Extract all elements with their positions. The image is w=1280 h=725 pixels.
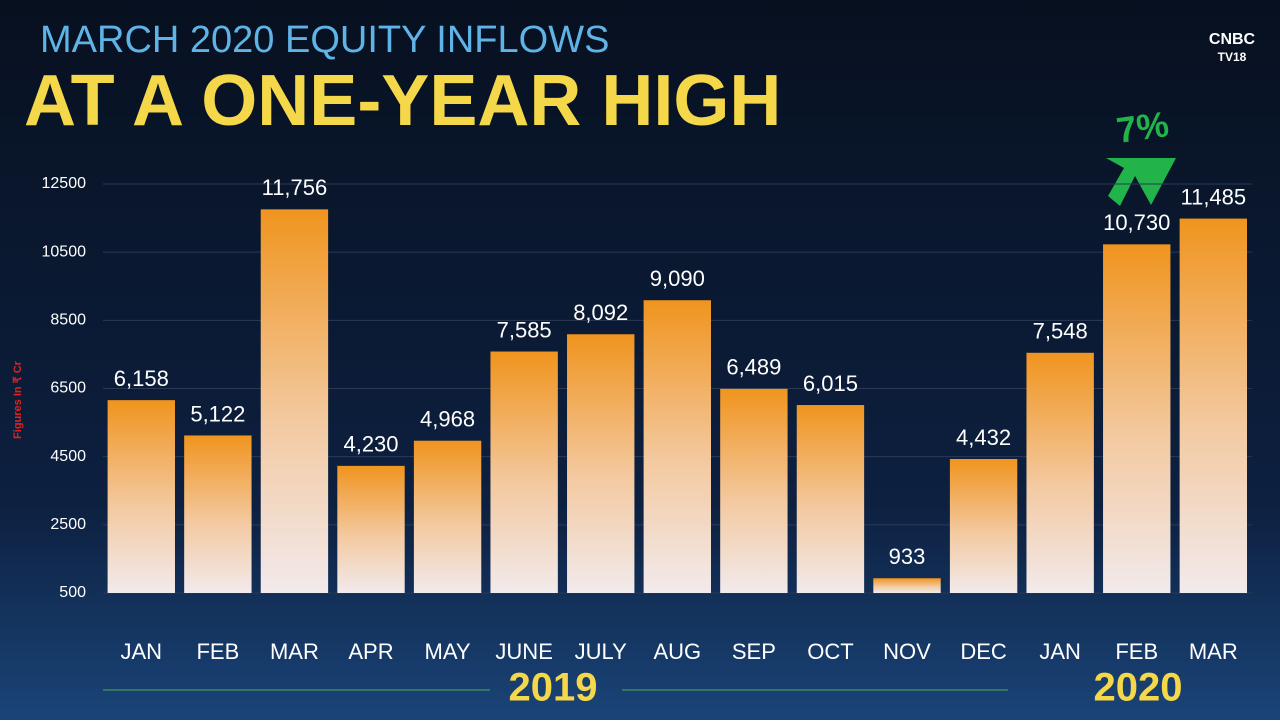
- value-label: 4,230: [343, 432, 398, 457]
- bar: [643, 300, 711, 593]
- value-label: 10,730: [1103, 210, 1170, 235]
- value-label: 11,756: [262, 175, 328, 200]
- y-tick-label: 8500: [50, 312, 86, 329]
- logo-text: TV18: [1218, 50, 1247, 64]
- bar: [490, 351, 558, 593]
- x-tick-label: MAY: [425, 639, 471, 664]
- x-tick-label: JULY: [575, 639, 627, 664]
- x-tick-label: OCT: [807, 639, 853, 664]
- value-label: 933: [889, 544, 926, 569]
- value-label: 7,585: [497, 317, 552, 342]
- x-tick-label: FEB: [196, 639, 239, 664]
- bar: [720, 388, 788, 593]
- value-label: 7,548: [1033, 319, 1088, 344]
- bar: [1026, 352, 1094, 593]
- y-tick-label: 12500: [42, 175, 87, 192]
- value-label: 4,432: [956, 425, 1011, 450]
- y-axis-label: Figures In ₹ Cr: [12, 360, 24, 439]
- value-label: 9,090: [650, 266, 705, 291]
- bar: [260, 209, 329, 593]
- x-tick-label: JAN: [1039, 639, 1081, 664]
- x-tick-label: APR: [348, 639, 393, 664]
- x-tick-label: JUNE: [495, 639, 552, 664]
- value-label: 6,158: [114, 366, 169, 391]
- y-tick-label: 500: [59, 584, 86, 601]
- bar: [567, 334, 635, 593]
- bar: [184, 435, 252, 593]
- bar: [1103, 244, 1171, 593]
- bar: [337, 465, 405, 593]
- value-label: 5,122: [190, 401, 245, 426]
- x-tick-label: FEB: [1115, 639, 1158, 664]
- x-tick-label: JAN: [121, 639, 163, 664]
- chart-title: MARCH 2020 EQUITY INFLOWS: [40, 19, 609, 61]
- year-label: 2020: [1094, 666, 1183, 710]
- value-label: 8,092: [573, 300, 628, 325]
- x-tick-label: SEP: [732, 639, 776, 664]
- value-label: 6,015: [803, 371, 858, 396]
- annotation: 7%: [1114, 103, 1171, 151]
- bar: [949, 458, 1018, 593]
- value-label: 4,968: [420, 407, 475, 432]
- y-tick-label: 6500: [50, 380, 86, 397]
- arrow: [1106, 158, 1176, 206]
- value-label: 11,485: [1180, 184, 1246, 209]
- bar: [873, 578, 941, 593]
- y-tick-label: 10500: [42, 243, 87, 260]
- value-label: 6,489: [726, 355, 781, 380]
- bar: [107, 400, 175, 593]
- x-tick-label: MAR: [1189, 639, 1238, 664]
- bar: [796, 405, 865, 593]
- bar: [413, 440, 482, 593]
- y-tick-label: 4500: [50, 448, 86, 465]
- logo-text: CNBC: [1209, 31, 1256, 48]
- chart-subtitle: AT A ONE-YEAR HIGH: [24, 61, 781, 141]
- x-tick-label: MAR: [270, 639, 319, 664]
- year-label: 2019: [509, 666, 598, 710]
- y-tick-label: 2500: [50, 516, 86, 533]
- x-tick-label: DEC: [960, 639, 1007, 664]
- x-tick-label: AUG: [653, 639, 701, 664]
- x-tick-label: NOV: [883, 639, 931, 664]
- bar: [1179, 218, 1248, 593]
